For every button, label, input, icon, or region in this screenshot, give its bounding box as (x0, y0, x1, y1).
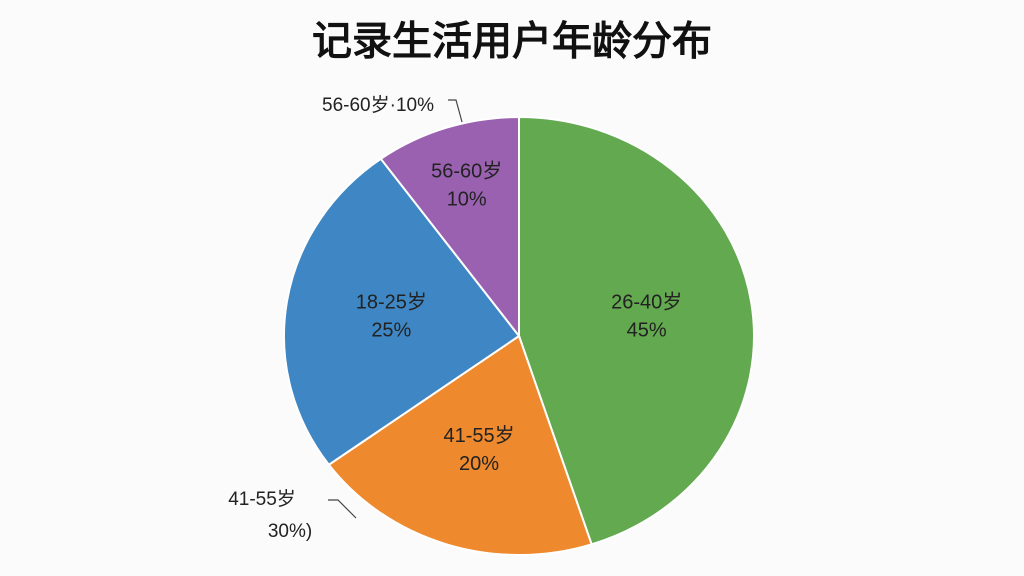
pie-slice (379, 115, 520, 339)
pie-slice (518, 115, 755, 546)
pie-slice (283, 157, 521, 467)
pie-slice (327, 334, 593, 556)
value-label: 10% (447, 188, 487, 210)
slice-label: 56-60岁 (431, 159, 502, 182)
chart-title: 记录生活用户年龄分布 (312, 20, 712, 64)
annotation: 30%) (268, 521, 312, 542)
annotation: 41-55岁 (228, 488, 296, 510)
slice-label: 18-25岁 (356, 290, 427, 313)
annotation: 56-60岁·10% (322, 94, 434, 116)
value-label: 45% (627, 319, 667, 341)
slice-label: 41-55岁 (443, 424, 514, 447)
value-label: 20% (459, 453, 499, 475)
leader-line (448, 99, 463, 123)
leader-line (328, 499, 357, 519)
slice-label: 26-40岁 (611, 290, 682, 313)
value-label: 25% (371, 319, 411, 341)
